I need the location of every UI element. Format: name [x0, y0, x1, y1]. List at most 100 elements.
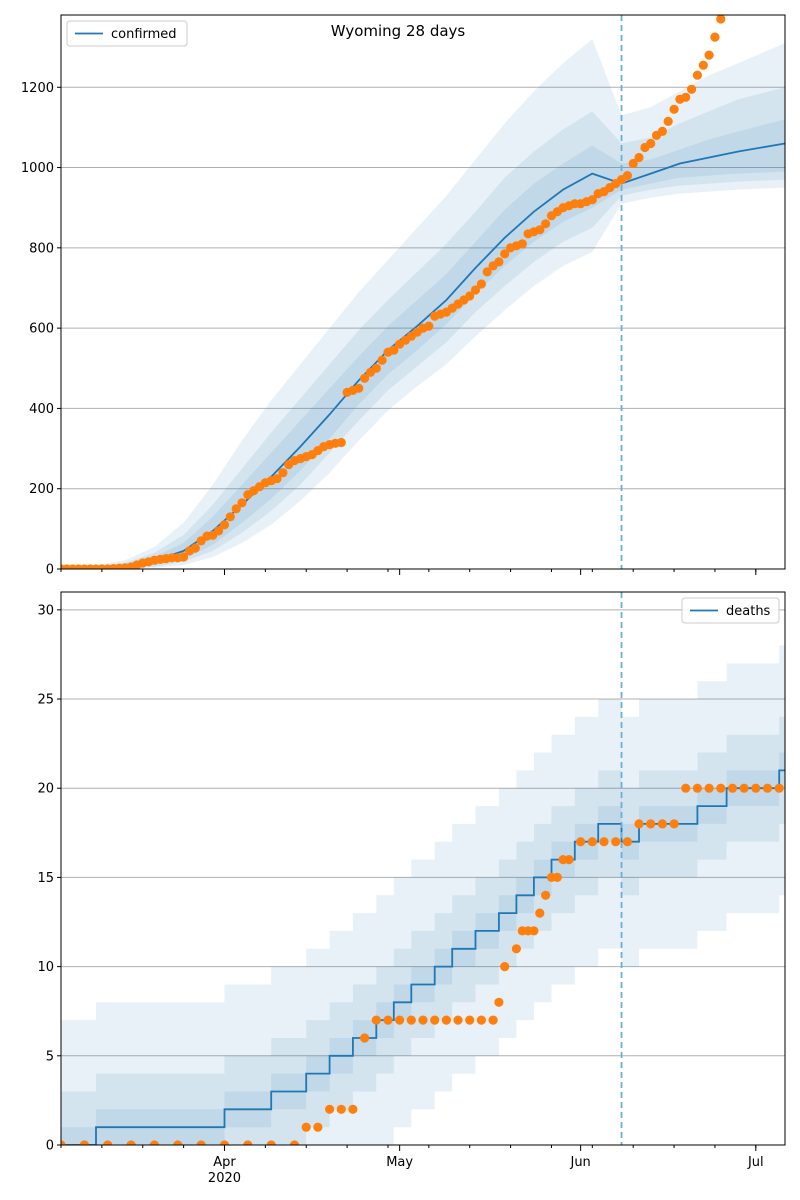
y-tick-label: 20 — [37, 782, 54, 797]
observed-point — [634, 152, 644, 163]
confirmed-median-line — [61, 142, 785, 569]
observed-point — [657, 126, 668, 136]
observed-point — [424, 321, 434, 331]
observed-point — [681, 92, 691, 102]
observed-point — [669, 104, 679, 114]
observed-point — [103, 1140, 113, 1145]
observed-point — [727, 783, 738, 793]
legend-box — [66, 20, 188, 47]
observed-point — [628, 158, 638, 169]
observed-point — [541, 219, 551, 229]
observed-point — [430, 1015, 440, 1025]
observed-point — [587, 195, 597, 205]
observed-point — [418, 1015, 428, 1025]
observed-point — [710, 32, 720, 42]
observed-point — [360, 373, 370, 383]
observed-point — [476, 1015, 486, 1025]
observed-point — [190, 543, 200, 553]
y-tick-label: 10 — [37, 960, 54, 975]
observed-point — [325, 1104, 335, 1114]
plot-frame — [60, 14, 786, 570]
confirmed-panel: 0 200 400 600 800 1000 1200 confirmed — [21, 14, 786, 578]
observed-point — [126, 1140, 136, 1145]
observed-point — [494, 997, 504, 1007]
observed-point — [219, 1140, 230, 1145]
plot-frame — [60, 591, 786, 1146]
observed-point — [465, 291, 475, 301]
y-tick-label: 15 — [37, 871, 54, 886]
observed-point — [716, 15, 726, 24]
observed-point — [564, 855, 574, 865]
observed-point — [716, 783, 726, 793]
observed-point — [360, 1033, 370, 1043]
observed-point — [669, 819, 679, 829]
observed-point — [552, 872, 562, 883]
observed-point — [313, 1122, 323, 1132]
observed-point — [79, 1140, 89, 1145]
observed-point — [243, 1140, 253, 1145]
x-tick-label: Jun — [569, 1155, 590, 1170]
observed-point — [698, 60, 708, 70]
y-tick-label: 800 — [29, 241, 54, 256]
observed-point — [377, 355, 387, 365]
observed-point — [149, 1140, 159, 1145]
y-tick-label: 1000 — [21, 161, 54, 176]
deaths-median-line — [61, 769, 785, 1145]
observed-point — [762, 783, 773, 793]
observed-point — [751, 783, 761, 793]
observed-point — [646, 138, 656, 149]
legend: deaths — [681, 597, 780, 624]
legend-label: deaths — [726, 604, 771, 619]
observed-point — [272, 474, 282, 484]
observed-point — [371, 363, 381, 373]
observed-point — [622, 171, 633, 181]
legend-label: confirmed — [111, 27, 177, 42]
observed-point — [371, 1015, 381, 1025]
plot-content — [61, 15, 785, 569]
uncertainty-band — [61, 39, 785, 569]
x-tick-label: May — [386, 1155, 413, 1170]
observed-point — [482, 267, 492, 277]
observed-point — [681, 783, 691, 793]
observed-point — [348, 1104, 358, 1114]
observed-point — [622, 837, 633, 847]
observed-point — [587, 837, 597, 847]
observed-point — [488, 1015, 498, 1025]
observed-point — [774, 783, 784, 793]
observed-point — [266, 1140, 276, 1145]
y-tick-label: 0 — [46, 1139, 54, 1154]
observed-point — [657, 819, 668, 829]
observed-point — [395, 1015, 405, 1025]
observed-point — [383, 1015, 393, 1025]
observed-point — [576, 837, 586, 847]
uncertainty-band — [61, 119, 785, 569]
y-tick-label: 5 — [46, 1049, 54, 1064]
observed-point — [611, 837, 621, 847]
observed-point — [196, 1140, 206, 1145]
observed-point — [470, 285, 481, 295]
observed-point — [739, 783, 749, 793]
observed-point — [692, 70, 703, 80]
observed-point — [289, 1140, 300, 1145]
y-tick-label: 25 — [37, 693, 54, 708]
observed-point — [336, 437, 346, 448]
y-tick-label: 1200 — [21, 81, 54, 96]
observed-point — [406, 1015, 416, 1025]
y-tick-label: 400 — [29, 402, 54, 417]
uncertainty-band — [61, 752, 785, 1145]
observed-point — [599, 837, 609, 847]
observed-point — [529, 926, 539, 936]
x-tick-label: Apr — [213, 1155, 236, 1170]
observed-point — [704, 783, 714, 793]
plot-area — [61, 15, 785, 569]
observed-point — [173, 1140, 183, 1145]
observed-point — [687, 84, 697, 94]
observed-point — [441, 1015, 451, 1025]
observed-point — [634, 819, 644, 829]
y-tick-label: 30 — [37, 603, 54, 618]
observed-point — [465, 1015, 475, 1025]
x-tick-label: Jul — [747, 1155, 764, 1170]
y-tick-label: 0 — [46, 563, 54, 578]
